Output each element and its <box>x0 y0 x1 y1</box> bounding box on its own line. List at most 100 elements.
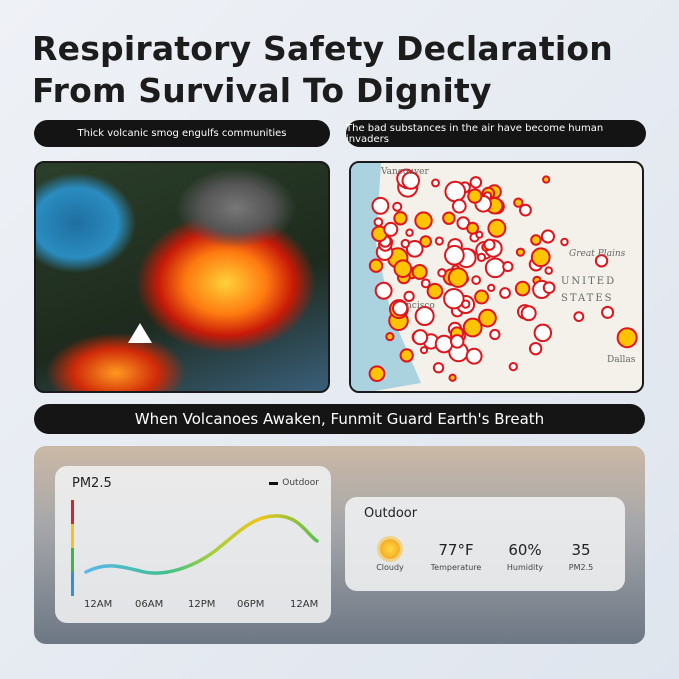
fire-marker <box>368 258 384 273</box>
label-vancouver: Vancouver <box>381 167 429 177</box>
fire-marker <box>393 259 413 278</box>
caption-right: The bad substances in the air have becom… <box>346 120 646 147</box>
fire-marker <box>371 196 390 215</box>
fire-marker <box>471 275 482 285</box>
fire-marker <box>385 332 395 342</box>
fire-marker <box>444 244 465 266</box>
fire-marker <box>432 362 445 374</box>
fire-marker <box>374 281 393 300</box>
fire-marker <box>469 176 483 189</box>
sun-icon <box>380 539 400 559</box>
fire-marker <box>373 217 384 228</box>
scale-green <box>71 548 74 572</box>
scale-red <box>71 500 74 524</box>
fire-marker <box>419 235 432 248</box>
fire-marker <box>544 266 553 275</box>
fire-marker <box>489 328 501 341</box>
fire-marker <box>467 188 483 204</box>
fire-marker <box>487 283 496 293</box>
x-tick: 06PM <box>237 599 265 610</box>
fire-marker <box>487 218 507 238</box>
city-smog-panel: PM2.5 Outdoor 12AM 06AM 12PM 06PM 12AM O… <box>34 446 645 644</box>
fire-marker <box>392 300 409 317</box>
fire-marker <box>573 311 585 323</box>
fire-marker <box>594 254 609 268</box>
fire-marker <box>540 229 555 244</box>
fire-marker <box>419 346 429 355</box>
fire-marker <box>476 252 487 263</box>
fire-marker <box>499 287 511 299</box>
label-united: UNITED <box>561 276 617 287</box>
caption-left: Thick volcanic smog engulfs communities <box>34 120 330 147</box>
fire-marker <box>447 267 469 288</box>
pm25-value: 35 <box>571 541 591 559</box>
x-tick: 12AM <box>84 599 113 610</box>
fire-marker <box>412 329 429 346</box>
chart-title: PM2.5 <box>72 476 112 491</box>
stat-temperature: 77°F Temperature <box>421 541 491 572</box>
scale-yellow <box>71 524 74 548</box>
fire-marker <box>403 290 415 302</box>
map-markers <box>351 163 638 391</box>
fire-marker <box>530 247 551 268</box>
fire-marker <box>542 175 551 184</box>
fire-marker <box>483 238 496 251</box>
fire-marker <box>442 211 456 225</box>
label-states: STATES <box>561 293 614 304</box>
page-title: Respiratory Safety Declaration From Surv… <box>32 28 613 112</box>
fire-marker <box>431 178 440 188</box>
pm25-plot <box>71 500 319 596</box>
fire-marker <box>530 234 542 246</box>
warning-icon <box>128 323 152 343</box>
outdoor-title: Outdoor <box>364 506 418 521</box>
fire-marker <box>474 289 489 305</box>
fire-marker <box>414 305 435 327</box>
fire-marker <box>444 180 467 203</box>
fire-marker <box>520 305 537 322</box>
fire-marker <box>528 341 543 356</box>
pm25-label: PM2.5 <box>568 563 594 572</box>
x-tick: 12PM <box>188 599 216 610</box>
ocean <box>351 163 421 391</box>
fire-marker <box>502 260 514 273</box>
temperature-value: 77°F <box>438 541 474 559</box>
temperature-label: Temperature <box>430 563 482 572</box>
fire-marker <box>448 373 457 382</box>
humidity-label: Humidity <box>506 563 544 572</box>
x-tick: 06AM <box>135 599 164 610</box>
humidity-value: 60% <box>508 541 542 559</box>
stat-humidity: 60% Humidity <box>490 541 560 572</box>
fire-marker <box>465 347 483 365</box>
fire-marker <box>434 236 444 246</box>
fire-marker <box>508 361 518 372</box>
fire-marker <box>400 238 411 249</box>
fire-marker <box>443 287 465 310</box>
fire-marker <box>514 280 531 297</box>
fire-marker <box>411 263 428 280</box>
weather-label: Cloudy <box>376 563 404 572</box>
fire-marker <box>462 317 483 338</box>
fire-marker <box>437 268 447 278</box>
fire-marker <box>405 240 424 258</box>
fire-marker <box>414 211 433 230</box>
label-san-francisco: ncisco <box>406 301 435 311</box>
label-great-plains: Great Plains <box>569 249 626 259</box>
fire-marker <box>601 305 615 319</box>
title-line-2: From Survival To Dignity <box>32 71 492 110</box>
chart-legend: Outdoor <box>269 478 319 488</box>
fire-marker <box>393 211 408 226</box>
banner: When Volcanoes Awaken, Funmit Guard Eart… <box>34 404 645 434</box>
fire-marker <box>533 323 553 343</box>
pm25-chart-card: PM2.5 Outdoor 12AM 06AM 12PM 06PM 12AM <box>55 466 331 623</box>
fire-marker <box>451 198 467 214</box>
scale-blue <box>71 572 74 596</box>
fire-marker <box>484 257 506 279</box>
fire-marker <box>399 348 414 363</box>
fire-marker <box>461 299 471 309</box>
stat-weather: Cloudy <box>355 539 425 572</box>
outdoor-card: Outdoor Cloudy 77°F Temperature 60% Humidi… <box>345 497 625 591</box>
fire-marker <box>420 278 431 289</box>
fire-marker <box>434 334 454 354</box>
fire-marker <box>478 308 497 328</box>
title-line-1: Respiratory Safety Declaration <box>32 29 613 68</box>
